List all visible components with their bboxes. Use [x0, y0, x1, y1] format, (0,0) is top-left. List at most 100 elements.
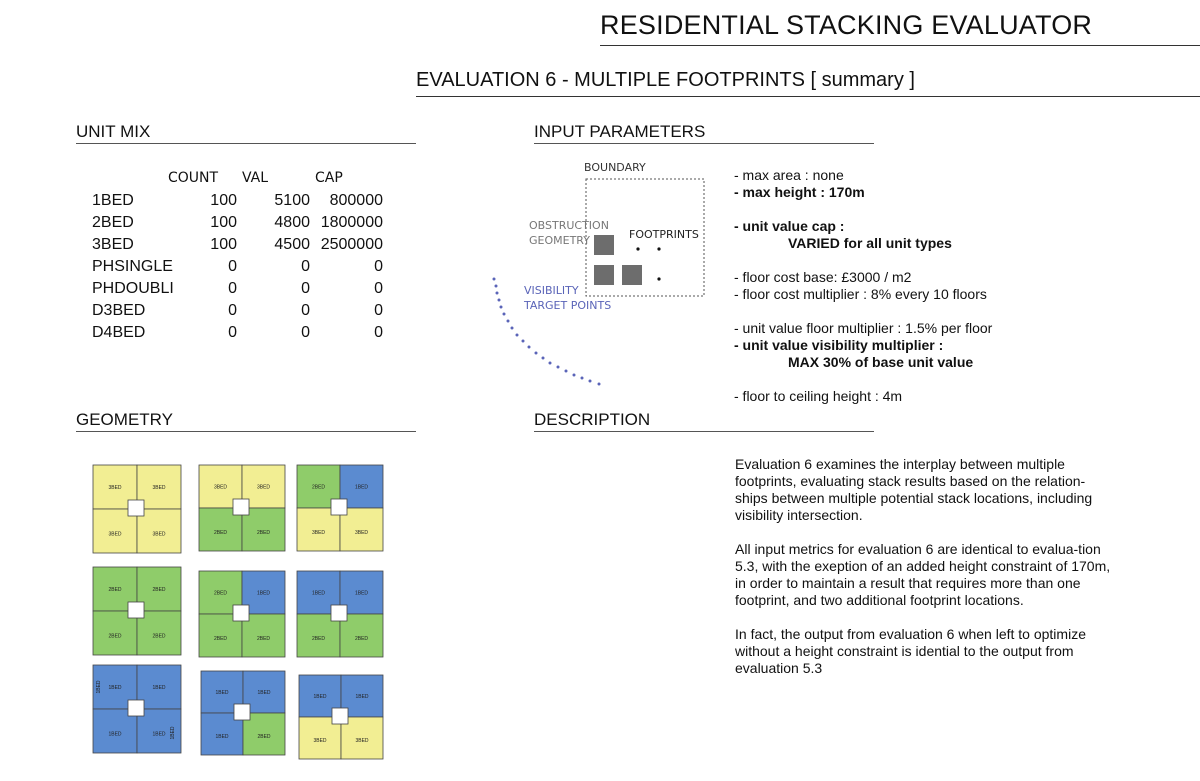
- unit-label: 3BED: [257, 485, 270, 491]
- unit-label: 1BED: [170, 726, 176, 739]
- table-row: 3BED 100 4500 2500000: [92, 236, 392, 258]
- geometry-heading: GEOMETRY: [76, 410, 173, 429]
- unit-block: [198, 507, 243, 552]
- geometry-rule: [76, 431, 416, 432]
- table-row: D3BED 0 0 0: [92, 302, 392, 324]
- unit-count: 100: [210, 192, 237, 209]
- description-paragraph: In fact, the output from evaluation 6 wh…: [735, 626, 1086, 676]
- core-void: [330, 604, 348, 622]
- page-subtitle: EVALUATION 6 - MULTIPLE FOOTPRINTS [ sum…: [416, 69, 915, 91]
- col-header-cap: CAP: [315, 170, 343, 186]
- unit-label: 2BED: [355, 636, 368, 642]
- unit-label: 3BED: [355, 738, 368, 744]
- param-unit-value-floor-multiplier: - unit value floor multiplier : 1.5% per…: [734, 320, 993, 336]
- visibility-points: [492, 277, 601, 386]
- unit-label: 1BED: [312, 591, 325, 597]
- unit-count: 0: [228, 280, 237, 297]
- core-void: [127, 499, 145, 517]
- obstruction-block: [594, 265, 614, 285]
- unit-cap: 0: [374, 280, 383, 297]
- input-parameters-heading: INPUT PARAMETERS: [534, 122, 706, 141]
- unit-label: 2BED: [257, 734, 270, 740]
- input-diagram: [492, 178, 705, 386]
- unit-val: 0: [301, 258, 310, 275]
- unit-cap: 800000: [329, 192, 383, 209]
- core-void: [232, 498, 250, 516]
- unit-name: 3BED: [92, 236, 134, 253]
- unit-mix-rule: [76, 143, 416, 144]
- param-max-height: - max height : 170m: [734, 184, 865, 200]
- unit-val: 4800: [274, 214, 310, 231]
- unit-label: 2BED: [108, 633, 121, 639]
- unit-mix-table: 1BED 100 5100 800000 2BED 100 4800 18000…: [92, 192, 392, 352]
- boundary-outline: [585, 178, 705, 297]
- unit-mix-heading: UNIT MIX: [76, 122, 151, 141]
- description-rule: [534, 431, 874, 432]
- unit-label: 3BED: [355, 530, 368, 536]
- core-void: [331, 707, 349, 725]
- param-floor-cost-base: - floor cost base: £3000 / m2: [734, 269, 912, 285]
- obstruction-block: [594, 235, 614, 255]
- core-void: [127, 601, 145, 619]
- unit-label: 1BED: [355, 694, 368, 700]
- description-paragraph: Evaluation 6 examines the interplay betw…: [735, 456, 1093, 523]
- visibility-label-2: TARGET POINTS: [524, 299, 612, 312]
- param-unit-value-cap: - unit value cap :: [734, 218, 845, 234]
- unit-cap: 0: [374, 302, 383, 319]
- unit-label: 3BED: [152, 531, 165, 537]
- table-row: PHDOUBLI 0 0 0: [92, 280, 392, 302]
- footprint-point: [657, 247, 661, 251]
- input-parameters-rule: [534, 143, 874, 144]
- core-void: [233, 703, 251, 721]
- page-title: RESIDENTIAL STACKING EVALUATOR: [600, 10, 1093, 40]
- unit-label: 1BED: [355, 485, 368, 491]
- unit-label: 3BED: [312, 530, 325, 536]
- unit-label: 1BED: [108, 731, 121, 737]
- unit-count: 0: [228, 324, 237, 341]
- unit-name: PHSINGLE: [92, 258, 173, 275]
- unit-label: 1BED: [152, 731, 165, 737]
- unit-val: 4500: [274, 236, 310, 253]
- unit-label: 1BED: [355, 591, 368, 597]
- unit-label: 1BED: [257, 690, 270, 696]
- unit-label: 3BED: [313, 738, 326, 744]
- unit-cap: 1800000: [320, 214, 383, 231]
- visibility-label: VISIBILITY: [524, 284, 579, 297]
- unit-label: 2BED: [257, 530, 270, 536]
- unit-name: 2BED: [92, 214, 134, 231]
- unit-label: 3BED: [108, 485, 121, 491]
- unit-label: 2BED: [214, 530, 227, 536]
- obstruction-label: OBSTRUCTION: [529, 219, 609, 232]
- unit-val: 0: [301, 302, 310, 319]
- description-heading: DESCRIPTION: [534, 410, 651, 429]
- param-max-area: - max area : none: [734, 167, 844, 183]
- unit-label: 2BED: [312, 636, 325, 642]
- parameters-list: - max area : none - max height : 170m - …: [734, 167, 992, 405]
- unit-label: 2BED: [214, 591, 227, 597]
- unit-block: [200, 712, 244, 756]
- unit-label: 1BED: [108, 685, 121, 691]
- unit-cap: 2500000: [320, 236, 383, 253]
- unit-label: 2BED: [312, 485, 325, 491]
- unit-cap: 0: [374, 324, 383, 341]
- unit-label: 1BED: [215, 690, 228, 696]
- boundary-label: BOUNDARY: [584, 161, 646, 174]
- description-paragraph: All input metrics for evaluation 6 are i…: [735, 541, 1111, 608]
- unit-count: 0: [228, 302, 237, 319]
- unit-name: D4BED: [92, 324, 146, 341]
- table-row: D4BED 0 0 0: [92, 324, 392, 346]
- col-header-count: COUNT: [168, 170, 219, 186]
- unit-label: 2BED: [257, 636, 270, 642]
- footprint-point: [636, 247, 640, 251]
- unit-val: 0: [301, 280, 310, 297]
- unit-label: 1BED: [257, 591, 270, 597]
- unit-count: 100: [210, 236, 237, 253]
- table-row: 1BED 100 5100 800000: [92, 192, 392, 214]
- footprints-label: FOOTPRINTS: [629, 228, 699, 241]
- param-floor-to-ceiling: - floor to ceiling height : 4m: [734, 388, 903, 404]
- unit-name: 1BED: [92, 192, 134, 209]
- unit-label: 3BED: [108, 531, 121, 537]
- param-unit-value-visibility-detail: MAX 30% of base unit value: [788, 354, 974, 370]
- unit-label: 1BED: [152, 685, 165, 691]
- unit-name: PHDOUBLI: [92, 280, 174, 297]
